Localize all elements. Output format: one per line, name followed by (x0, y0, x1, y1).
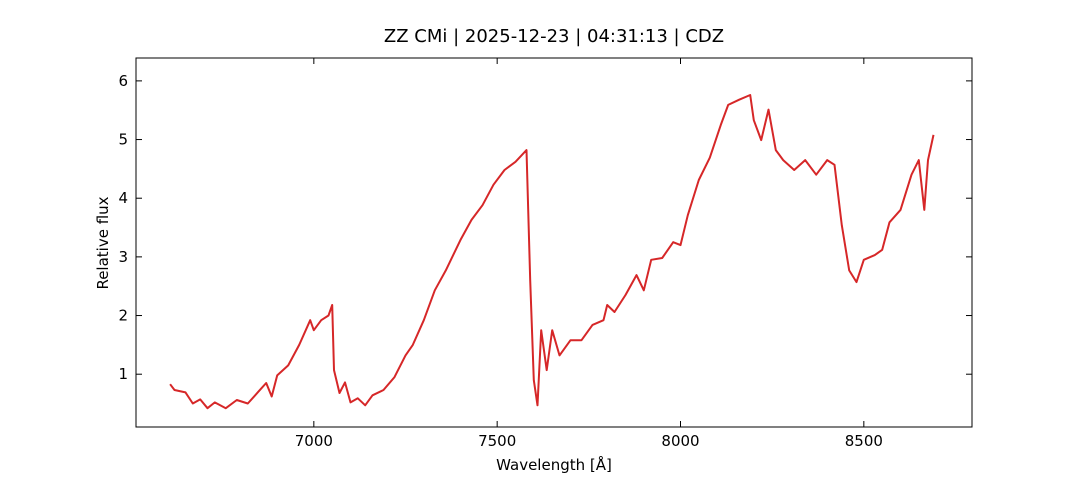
x-tick-label: 7000 (295, 432, 333, 450)
y-tick-label: 2 (118, 307, 128, 325)
y-tick-label: 5 (118, 131, 128, 149)
y-axis-label: Relative flux (94, 196, 112, 289)
spectrum-line (169, 94, 935, 410)
x-axis-label: Wavelength [Å] (496, 455, 612, 474)
y-tick-label: 6 (118, 72, 128, 90)
y-tick-label: 4 (118, 189, 128, 207)
x-tick-label: 7500 (478, 432, 516, 450)
chart-title: ZZ CMi | 2025-12-23 | 04:31:13 | CDZ (384, 26, 724, 47)
y-tick-label: 3 (118, 248, 128, 266)
x-tick-label: 8500 (845, 432, 883, 450)
y-tick-label: 1 (118, 365, 128, 383)
x-tick-label: 8000 (661, 432, 699, 450)
plot-frame (135, 57, 973, 428)
